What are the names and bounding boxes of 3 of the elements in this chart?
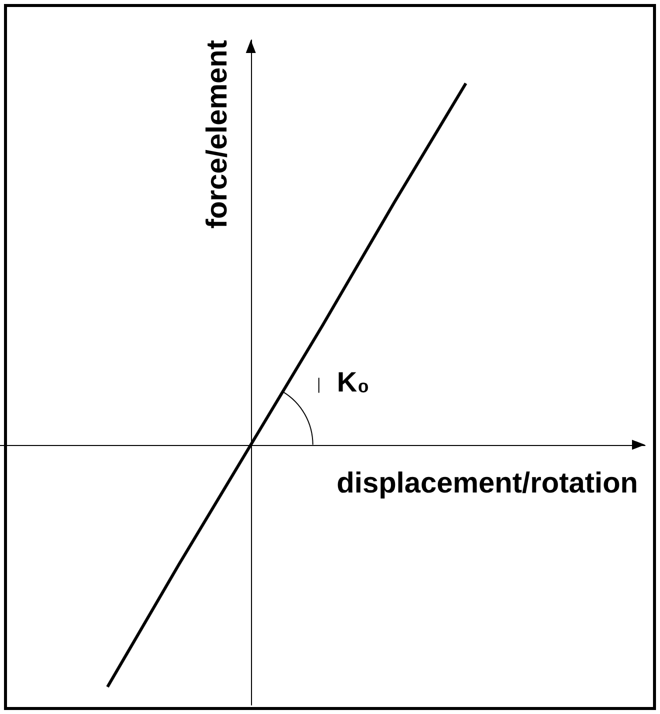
y-axis-title: force/element: [201, 40, 234, 229]
x-axis-title: displacement/rotation: [336, 467, 638, 500]
annotation: K₀: [336, 366, 370, 398]
